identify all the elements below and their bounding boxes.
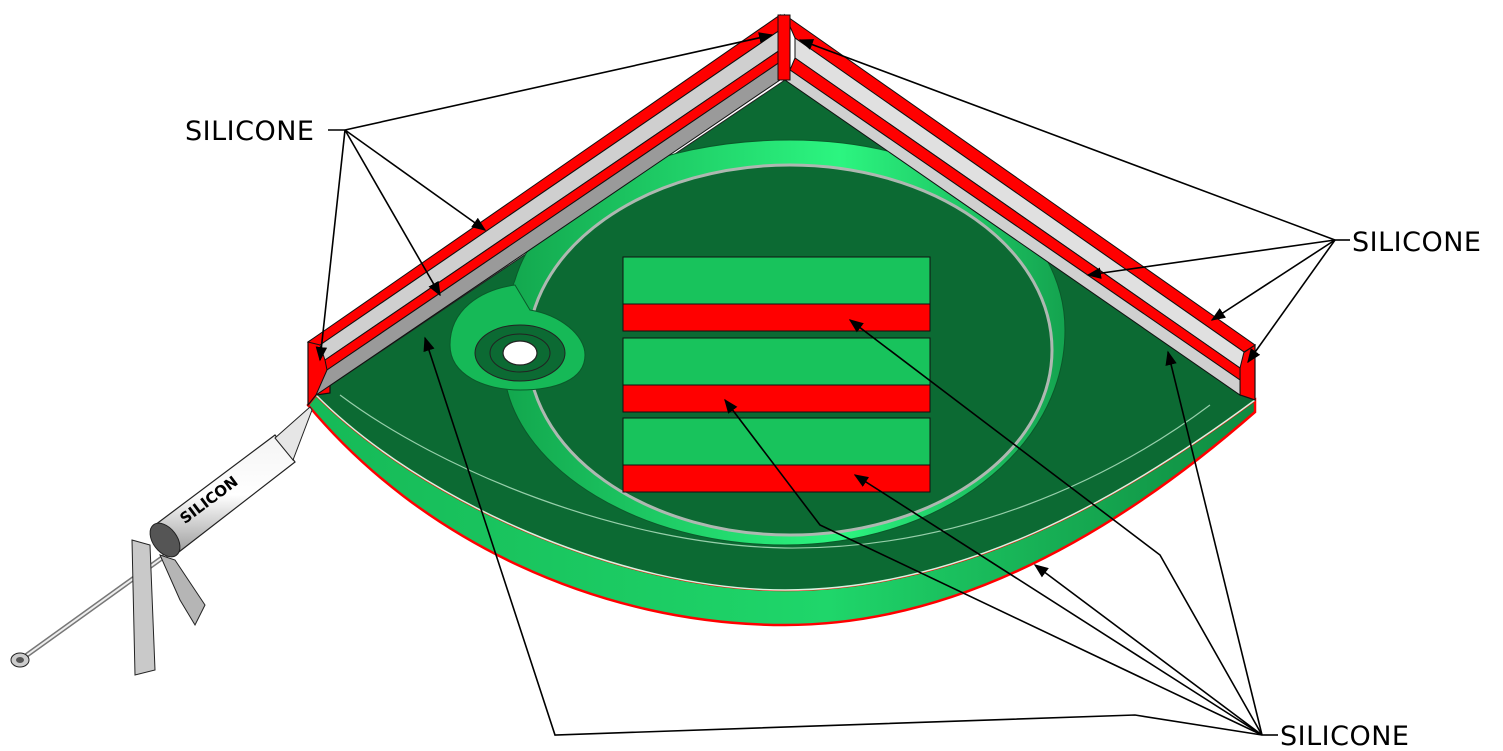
- gun-handle: [131, 539, 156, 676]
- right-wall: [783, 13, 1256, 401]
- label-silicone-top-left: SILICONE: [185, 116, 314, 147]
- gun-nozzle: [274, 406, 313, 461]
- corner-post: [777, 14, 791, 81]
- tray-rim-edge: [315, 394, 1256, 591]
- leaders-top-left: [315, 32, 774, 362]
- drain-hole: [502, 340, 538, 366]
- red-strip-1: [622, 303, 931, 332]
- label-silicone-right: SILICONE: [1352, 227, 1481, 258]
- tray-rim-inner-line: [339, 394, 1211, 549]
- green-strip-1: [622, 256, 931, 305]
- leaders-bottom: [423, 319, 1278, 736]
- floor-strips: [622, 256, 931, 493]
- leaders-right: [798, 39, 1350, 364]
- gun-trigger: [159, 554, 206, 627]
- red-strip-2: [622, 384, 931, 413]
- gun-cartridge-back: [149, 522, 181, 558]
- left-wall: [306, 14, 781, 407]
- green-strip-2: [622, 337, 931, 386]
- green-strip-3: [622, 417, 931, 466]
- label-silicone-bottom-right: SILICONE: [1280, 721, 1409, 751]
- shower-tray: [306, 79, 1257, 627]
- red-strip-3: [622, 464, 931, 493]
- silicone-gun: SILICON: [10, 406, 313, 676]
